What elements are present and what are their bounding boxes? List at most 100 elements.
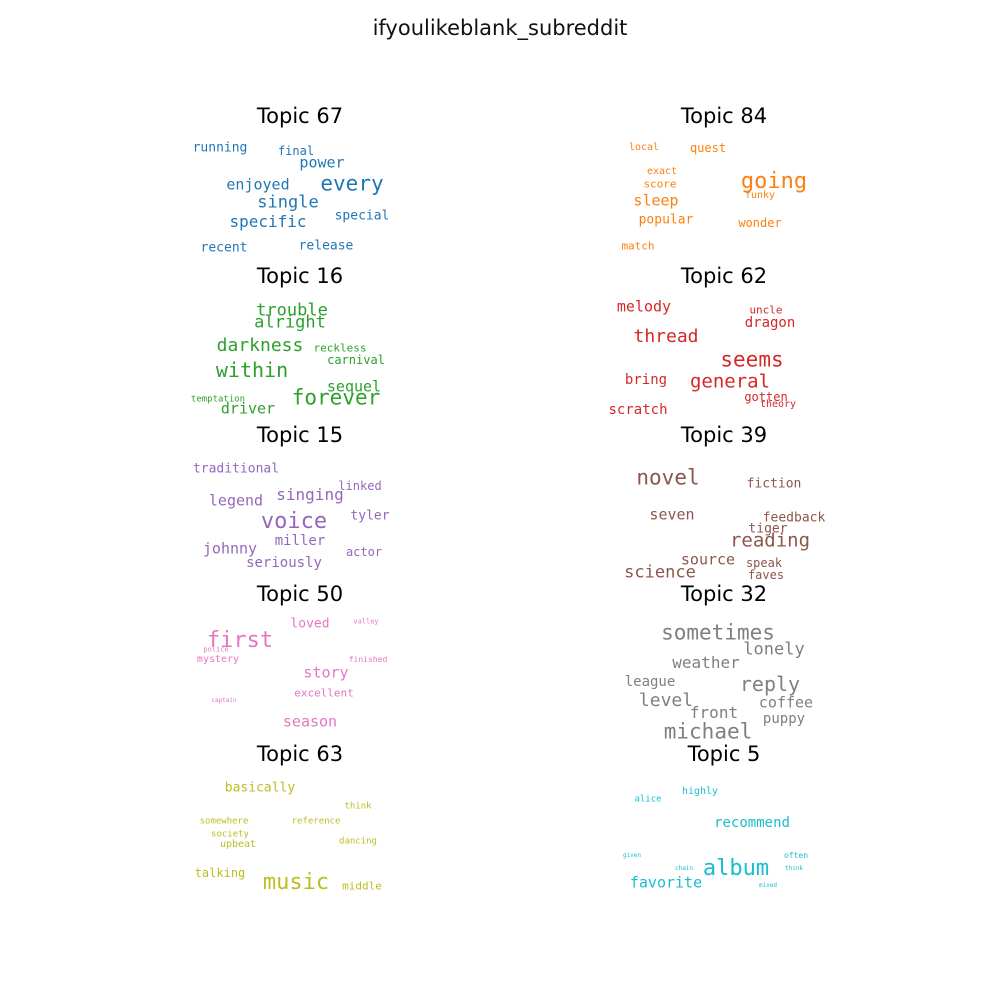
word-label: puppy (762, 710, 806, 727)
word-label: story (303, 663, 349, 682)
word-label: recommend (714, 815, 790, 832)
topic-panel: Topic 16 trouble alright darkness reckless ca… (191, 264, 400, 436)
word-label: sometimes (661, 620, 775, 645)
word-label: coffee (758, 693, 814, 712)
word-label: johnny (202, 539, 258, 558)
word-label: valley (353, 617, 379, 626)
word-label: science (624, 562, 696, 583)
word-label: mixed (758, 881, 778, 889)
word-label: reply (739, 671, 801, 696)
word-label: enjoyed (226, 175, 290, 194)
word-label: lonely (743, 639, 805, 660)
word-label: release (298, 238, 354, 254)
word-label: within (215, 357, 289, 382)
word-label: favorite (629, 873, 703, 892)
topic-title: Topic 5 (687, 742, 761, 766)
word-label: theory (759, 398, 797, 410)
word-label: finished (348, 655, 388, 665)
topic-title: Topic 63 (256, 742, 344, 766)
word-label: trouble (256, 300, 328, 321)
topic-title: Topic 62 (680, 264, 768, 288)
word-label: melody (616, 297, 672, 316)
word-label: going (740, 169, 808, 195)
word-label: sequel (326, 377, 382, 396)
word-label: league (624, 674, 676, 691)
word-label: given (622, 851, 642, 859)
word-label: singing (276, 484, 344, 504)
word-label: middle (342, 879, 382, 893)
word-label: album (702, 856, 770, 882)
word-label: feedback (762, 510, 826, 526)
word-label: wonder (738, 216, 782, 231)
word-label: final (277, 144, 315, 159)
word-label: society (211, 829, 249, 840)
topic-title: Topic 84 (680, 104, 768, 128)
word-label: general (689, 370, 771, 393)
topic-title: Topic 15 (256, 423, 344, 447)
word-label: faves (747, 567, 785, 582)
word-label: front (689, 703, 739, 723)
word-label: special (334, 208, 390, 224)
word-label: seriously (246, 554, 322, 571)
word-label: basically (224, 780, 296, 796)
word-label: police (203, 645, 229, 654)
word-label: temptation (190, 394, 246, 405)
word-label: captain (211, 697, 237, 705)
word-label: upbeat (219, 838, 257, 850)
word-label: loved (290, 616, 330, 632)
word-label: miller (274, 532, 326, 549)
word-label: think (784, 865, 804, 873)
word-label: sleep (633, 191, 679, 210)
word-label: thread (633, 325, 699, 347)
word-label: dancing (339, 836, 377, 847)
word-label: power (299, 153, 345, 172)
word-label: every (320, 171, 384, 196)
word-label: carnival (327, 353, 385, 368)
word-label: mystery (196, 654, 240, 666)
word-label: linked (338, 479, 382, 494)
word-label: michael (663, 719, 753, 744)
word-label: reckless (313, 341, 367, 355)
topic-panel: Topic 62 melody uncle dragon thread seems brin… (608, 264, 824, 436)
word-label: think (344, 801, 372, 812)
word-label: specific (229, 211, 307, 231)
topic-panel: Topic 50 loved valley first police mystery fin… (196, 582, 400, 754)
word-label: legend (208, 491, 264, 510)
word-label: popular (638, 212, 694, 228)
word-label: weather (672, 653, 740, 673)
word-label: running (192, 140, 248, 156)
topic-panel: Topic 63 basically think somewhere reference… (195, 742, 400, 914)
word-label: actor (345, 544, 383, 559)
word-label: alice (634, 794, 662, 805)
chart-title: ifyoulikeblank_subreddit (372, 16, 628, 40)
topic-title: Topic 39 (680, 423, 768, 447)
word-label: reference (291, 816, 341, 827)
word-label: quest (689, 141, 727, 156)
word-label: first (206, 628, 274, 654)
word-label: talking (194, 866, 246, 881)
topic-panel: Topic 32 sometimes lonely weather league repl… (624, 582, 824, 754)
word-label: match (621, 239, 655, 253)
word-label: excellent (294, 686, 354, 700)
topic-panel: Topic 15 traditional linked singing legend vo… (193, 423, 400, 595)
word-label: tyler (350, 508, 390, 524)
word-label: music (262, 869, 330, 895)
word-label: forever (291, 385, 381, 410)
topic-title: Topic 67 (256, 104, 344, 128)
word-label: score (643, 177, 677, 191)
topic-title: Topic 50 (256, 582, 344, 606)
topic-title: Topic 16 (256, 264, 344, 288)
word-label: uncle (749, 303, 783, 317)
word-label: chain (674, 865, 694, 873)
topic-panel: Topic 5 alice highly recommend given often cha… (622, 742, 824, 914)
word-label: reading (729, 529, 811, 552)
word-label: gotten (744, 389, 788, 404)
word-label: scratch (608, 402, 668, 419)
word-label: seems (720, 347, 784, 372)
topic-title: Topic 32 (680, 582, 768, 606)
word-label: alright (254, 312, 326, 333)
word-label: often (783, 850, 809, 860)
topic-panel: Topic 67 running final power enjoyed every sin… (193, 104, 400, 276)
word-label: funky (744, 190, 776, 201)
word-label: dragon (744, 315, 796, 332)
